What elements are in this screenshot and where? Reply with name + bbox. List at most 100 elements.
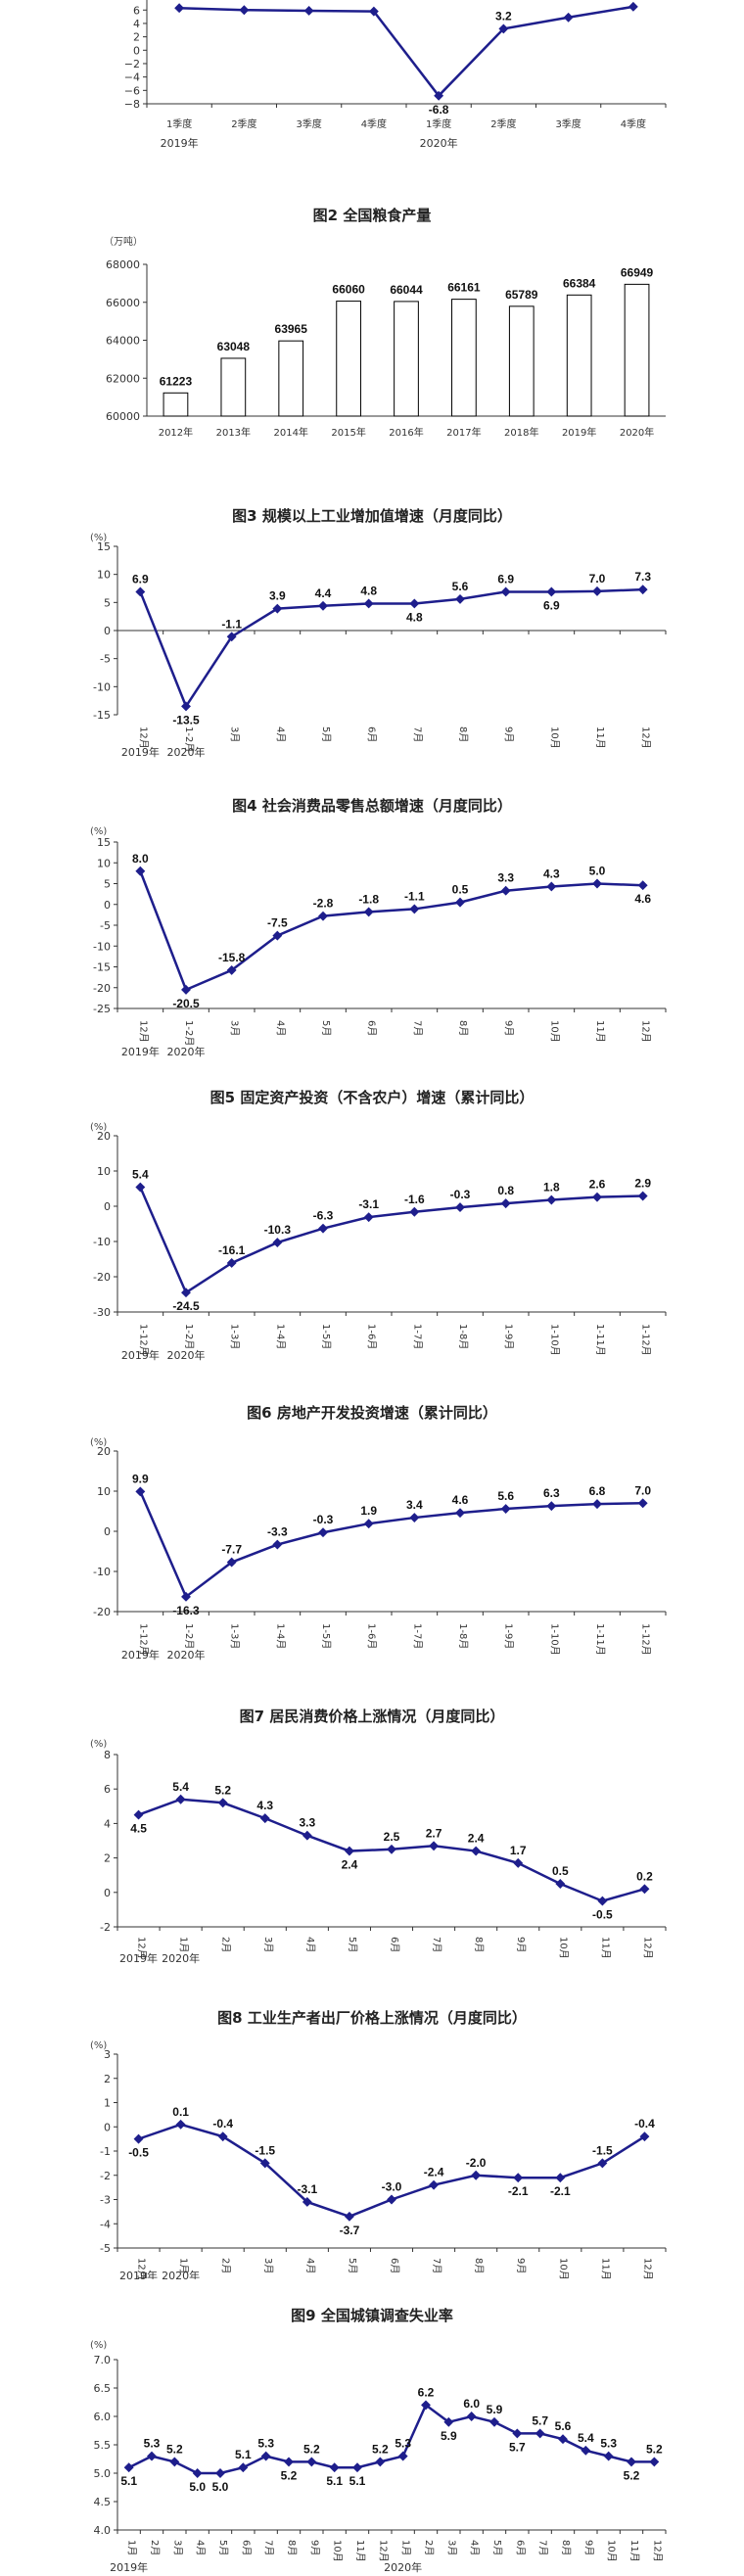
- data-point: [500, 1504, 511, 1514]
- data-point: [409, 904, 420, 914]
- y-tick-label: 10: [97, 1165, 111, 1178]
- x-category-label: 1-12月: [137, 1623, 149, 1656]
- y-tick-label: -20: [93, 982, 111, 995]
- x-category-label: 1月: [400, 2540, 412, 2555]
- x-category-label: 1季度: [166, 117, 192, 130]
- x-category-label: 5月: [320, 1020, 332, 1036]
- series-line: [139, 1490, 643, 1599]
- x-category-label: 5月: [320, 726, 332, 742]
- x-category-label: 6月: [389, 1937, 400, 1952]
- y-tick-label: 0: [104, 625, 111, 637]
- x-category-label: 7月: [263, 2540, 275, 2555]
- x-category-label: 5月: [347, 2258, 358, 2273]
- x-category-label: 4季度: [621, 117, 646, 130]
- x-category-label: 3季度: [555, 117, 581, 130]
- x-category-label: 9月: [515, 2258, 527, 2273]
- x-category-label: 1-12月: [640, 1623, 652, 1656]
- data-label: -13.5: [172, 713, 200, 726]
- bar: [451, 299, 477, 417]
- data-point: [563, 12, 574, 23]
- data-point: [303, 5, 314, 16]
- data-point: [466, 2412, 477, 2421]
- y-tick-label: 0: [104, 1525, 111, 1538]
- bar: [508, 305, 535, 417]
- y-tick-label: 60000: [106, 410, 140, 423]
- x-category-label: 1月: [178, 2258, 190, 2273]
- x-category-label: 8月: [457, 1020, 469, 1036]
- data-point: [259, 2158, 270, 2169]
- data-label: 5.6: [452, 580, 469, 593]
- y-tick-label: -20: [93, 1271, 111, 1284]
- bar-value-label: 66060: [332, 283, 365, 297]
- x-category-label: 11月: [594, 726, 606, 749]
- data-point: [329, 2462, 340, 2473]
- data-point: [363, 598, 374, 609]
- x-category-label: 2012年: [159, 426, 193, 439]
- y-tick-label: 5.0: [94, 2467, 112, 2480]
- data-point: [637, 1191, 648, 1201]
- x-category-label: 9月: [503, 726, 515, 742]
- x-category-label: 8月: [457, 726, 469, 742]
- bar: [336, 301, 361, 417]
- data-point: [363, 1519, 374, 1529]
- unit-label: (%): [90, 826, 107, 837]
- data-label: -16.1: [218, 1243, 246, 1257]
- data-label: 9.9: [132, 1472, 149, 1485]
- y-tick-label: 6.0: [94, 2411, 112, 2423]
- x-category-label: 9月: [308, 2540, 320, 2555]
- data-label: 3.3: [300, 1816, 316, 1830]
- bar-value-label: 66384: [563, 276, 596, 290]
- data-point: [272, 1539, 283, 1550]
- chart-industry-svg: (%)15 10 5 0 -5 -10 -15 12月 1-2月 3月 4月 5月 6月 7月 8月 9月 10…: [90, 533, 667, 759]
- x-category-label: 11月: [354, 2540, 366, 2562]
- year-label: 2020年: [384, 2560, 422, 2574]
- data-point: [306, 2457, 317, 2467]
- y-tick-label: 2: [104, 1852, 111, 1865]
- x-category-label: 12月: [640, 1020, 652, 1043]
- y-tick-label: 5: [104, 596, 111, 609]
- data-label: 7.0: [589, 572, 606, 585]
- data-label: -2.1: [508, 2184, 529, 2198]
- year-label: 2020年: [167, 1045, 206, 1058]
- y-tick-label: 5: [104, 878, 111, 891]
- year-label: 2019年: [121, 1348, 160, 1362]
- unit-label: (%): [90, 1437, 107, 1448]
- y-tick-label: -10: [93, 1236, 111, 1248]
- data-label: 2.9: [634, 1177, 651, 1191]
- y-tick-label: 5.5: [94, 2439, 112, 2452]
- data-point: [471, 2170, 482, 2180]
- x-category-label: 10月: [557, 1937, 569, 1959]
- x-category-label: 6月: [240, 2540, 252, 2555]
- data-point: [455, 593, 465, 604]
- data-label: -0.3: [450, 1188, 471, 1201]
- data-point: [135, 1486, 146, 1497]
- series-line: [139, 1187, 643, 1295]
- data-point: [546, 1194, 557, 1205]
- x-category-label: 3月: [229, 1020, 241, 1036]
- x-category-label: 12月: [641, 2258, 653, 2279]
- bar-value-label: 63048: [217, 340, 251, 353]
- x-category-label: 10月: [606, 2540, 618, 2562]
- x-category-label: 8月: [560, 2540, 572, 2555]
- data-point: [397, 2451, 408, 2461]
- data-label: 6.9: [497, 572, 514, 585]
- data-point: [455, 897, 465, 908]
- bar: [163, 392, 189, 417]
- data-label: 5.0: [589, 865, 606, 878]
- year-label: 2020年: [167, 1348, 206, 1362]
- chart-realestate-svg: (%)20 10 0 -10 -20 1-12月 1-2月 1-3月 1-4月 1-5月 1-6月 1…: [90, 1437, 667, 1662]
- data-label: -1.1: [404, 889, 425, 903]
- unit-label: （万吨）: [104, 235, 143, 248]
- data-label: -20.5: [172, 997, 200, 1010]
- x-category-label: 1-6月: [366, 1324, 378, 1349]
- bar-value-label: 66161: [447, 281, 481, 295]
- data-label: 2.4: [342, 1858, 358, 1872]
- chart-cpi-svg: (%)8 6 4 2 0 -2 12月 1月 2月 3月 4月 5月 6月 7月 8月 9月 10月 11月 12月…: [90, 1739, 667, 1965]
- x-category-label: 3季度: [296, 117, 321, 130]
- data-label: 5.2: [281, 2468, 298, 2482]
- series-line: [179, 5, 634, 98]
- data-label: 0.8: [497, 1184, 514, 1197]
- y-tick-label: 0: [104, 899, 111, 912]
